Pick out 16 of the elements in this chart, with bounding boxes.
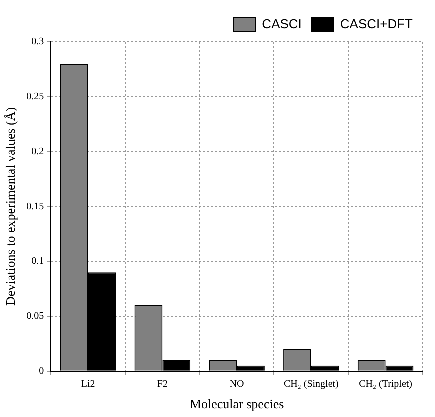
y-tick-label: 0.3 [32, 36, 44, 48]
y-tick-label: 0 [39, 366, 44, 378]
y-tick-label: 0.15 [26, 201, 44, 212]
y-tick-label: 0.1 [32, 256, 44, 268]
y-tick-label: 0.25 [26, 92, 44, 103]
legend-label: CASCI+DFT [340, 16, 414, 32]
x-tick-label: Li2 [81, 379, 96, 390]
x-tick-label: CH₂ (Triplet) [359, 379, 413, 390]
y-tick-label: 0.05 [26, 311, 44, 322]
x-tick-label: NO [230, 379, 244, 390]
y-axis-title: Deviations to experimental values (Å) [3, 107, 18, 306]
x-tick-label: CH₂ (Singlet) [284, 379, 339, 390]
x-tick-label: F2 [157, 379, 168, 390]
y-tick-label: 0.2 [32, 146, 44, 158]
x-axis-title: Molecular species [190, 396, 284, 412]
legend-label: CASCI [262, 16, 302, 32]
